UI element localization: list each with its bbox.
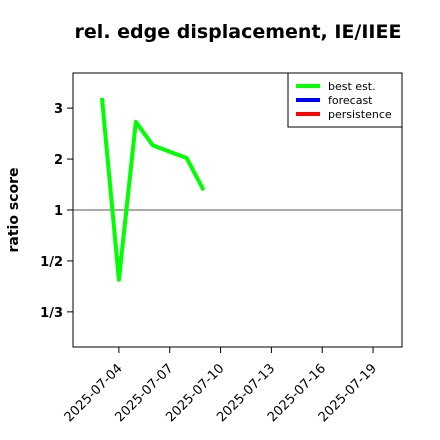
legend-label: best est. [328,80,376,93]
data-line [99,97,206,282]
legend-label: forecast [328,94,373,107]
y-tick-label: 3 [54,102,63,117]
y-tick-label: 1/2 [40,255,63,270]
y-axis-label: ratio score [6,168,22,253]
chart-title: rel. edge displacement, IE/IIEE [75,21,402,43]
y-tick-label: 1/3 [40,306,63,321]
y-tick-label: 2 [54,153,63,168]
legend-label: persistence [328,108,392,121]
y-tick-label: 1 [54,204,63,219]
